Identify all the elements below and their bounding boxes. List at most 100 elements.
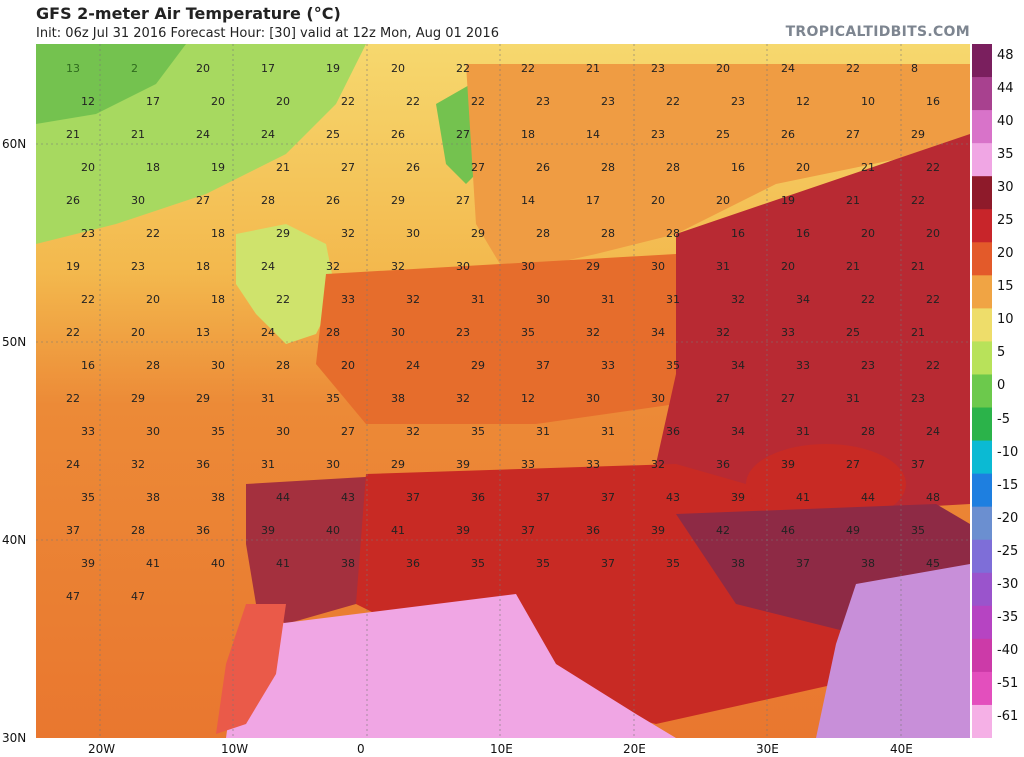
temperature-value: 26 [536,161,550,174]
temperature-value: 22 [456,62,470,75]
temperature-value: 16 [731,227,745,240]
eastern-europe-region [656,134,970,514]
temperature-value: 30 [326,458,340,471]
temperature-value: 17 [261,62,275,75]
temperature-value: 23 [861,359,875,372]
colorbar-label: -15 [997,477,1019,493]
temperature-value: 35 [666,359,680,372]
temperature-value: 40 [326,524,340,537]
temperature-value: 12 [81,95,95,108]
temperature-value: 29 [196,392,210,405]
temperature-value: 28 [131,524,145,537]
temperature-value: 22 [846,62,860,75]
scandinavia-region [466,64,970,274]
temperature-value: 32 [456,392,470,405]
colorbar-swatch [972,209,992,243]
temperature-value: 30 [651,392,665,405]
temperature-value: 38 [341,557,355,570]
temperature-value: 32 [716,326,730,339]
temperature-value: 35 [666,557,680,570]
temperature-value: 46 [781,524,795,537]
temperature-value: 22 [521,62,535,75]
temperature-value: 22 [926,161,940,174]
temperature-value: 34 [731,359,745,372]
temperature-value: 27 [716,392,730,405]
temperature-value: 19 [211,161,225,174]
temperature-value: 32 [731,293,745,306]
temperature-value: 20 [196,62,210,75]
temperature-value: 36 [471,491,485,504]
temperature-value: 20 [716,62,730,75]
temperature-value: 45 [926,557,940,570]
temperature-value: 38 [146,491,160,504]
temperature-value: 20 [796,161,810,174]
temperature-value: 21 [861,161,875,174]
temperature-value: 30 [521,260,535,273]
colorbar-label: -25 [997,543,1019,559]
temperature-value: 28 [326,326,340,339]
chart-subtitle: Init: 06z Jul 31 2016 Forecast Hour: [30… [36,26,499,41]
temperature-value: 25 [716,128,730,141]
temperature-value: 29 [471,359,485,372]
temperature-value: 40 [211,557,225,570]
temperature-value: 23 [651,128,665,141]
x-tick-label: 30E [756,742,779,756]
temperature-value: 39 [261,524,275,537]
temperature-value: 22 [666,95,680,108]
chart-title: GFS 2-meter Air Temperature (°C) [36,4,341,23]
temperature-value: 16 [81,359,95,372]
temperature-value: 20 [276,95,290,108]
temperature-value: 44 [861,491,875,504]
temperature-value: 26 [391,128,405,141]
temperature-value: 32 [406,425,420,438]
temperature-value: 18 [521,128,535,141]
colorbar-label: -10 [997,444,1019,460]
temperature-value: 29 [586,260,600,273]
temperature-value: 36 [666,425,680,438]
temperature-value: 27 [456,128,470,141]
temperature-value: 28 [276,359,290,372]
temperature-value: 30 [276,425,290,438]
temperature-value: 34 [731,425,745,438]
temperature-value: 22 [81,293,95,306]
temperature-value: 24 [261,260,275,273]
colorbar-label: 40 [997,114,1014,130]
temperature-value: 20 [926,227,940,240]
colorbar-swatch [972,242,992,276]
temperature-value: 28 [261,194,275,207]
temperature-value: 32 [586,326,600,339]
colorbar-swatch [972,440,992,475]
temperature-value: 33 [81,425,95,438]
colorbar-swatch [972,143,992,177]
temperature-value: 31 [796,425,810,438]
temperature-value: 22 [926,359,940,372]
temperature-value: 24 [406,359,420,372]
temperature-value: 28 [666,227,680,240]
temperature-value: 36 [586,524,600,537]
temperature-value: 37 [66,524,80,537]
temperature-value: 43 [666,491,680,504]
temperature-value: 18 [211,227,225,240]
colorbar-label: 10 [997,312,1014,328]
temperature-value: 37 [536,491,550,504]
temperature-value: 20 [341,359,355,372]
temperature-value: 42 [716,524,730,537]
temperature-value: 37 [406,491,420,504]
y-tick-label: 60N [2,137,27,151]
temperature-value: 29 [131,392,145,405]
site-brand[interactable]: TROPICALTIDBITS.COM [785,24,970,40]
temperature-labels: 13 2 20 17 19 20 22 22 21 23 20 24 22 8 12 17 20 20 22 22 22… [66,62,940,603]
temperature-value: 19 [326,62,340,75]
colorbar-label: 35 [997,147,1014,163]
temperature-value: 31 [261,458,275,471]
temperature-value: 31 [471,293,485,306]
temperature-value: 22 [66,326,80,339]
temperature-value: 21 [911,260,925,273]
colorbar-label: 0 [997,378,1006,394]
temperature-value: 32 [406,293,420,306]
temperature-value: 2 [131,62,138,75]
temperature-value: 38 [211,491,225,504]
colorbar-swatch [972,176,992,210]
temperature-value: 43 [341,491,355,504]
colorbar-swatch [972,572,992,607]
